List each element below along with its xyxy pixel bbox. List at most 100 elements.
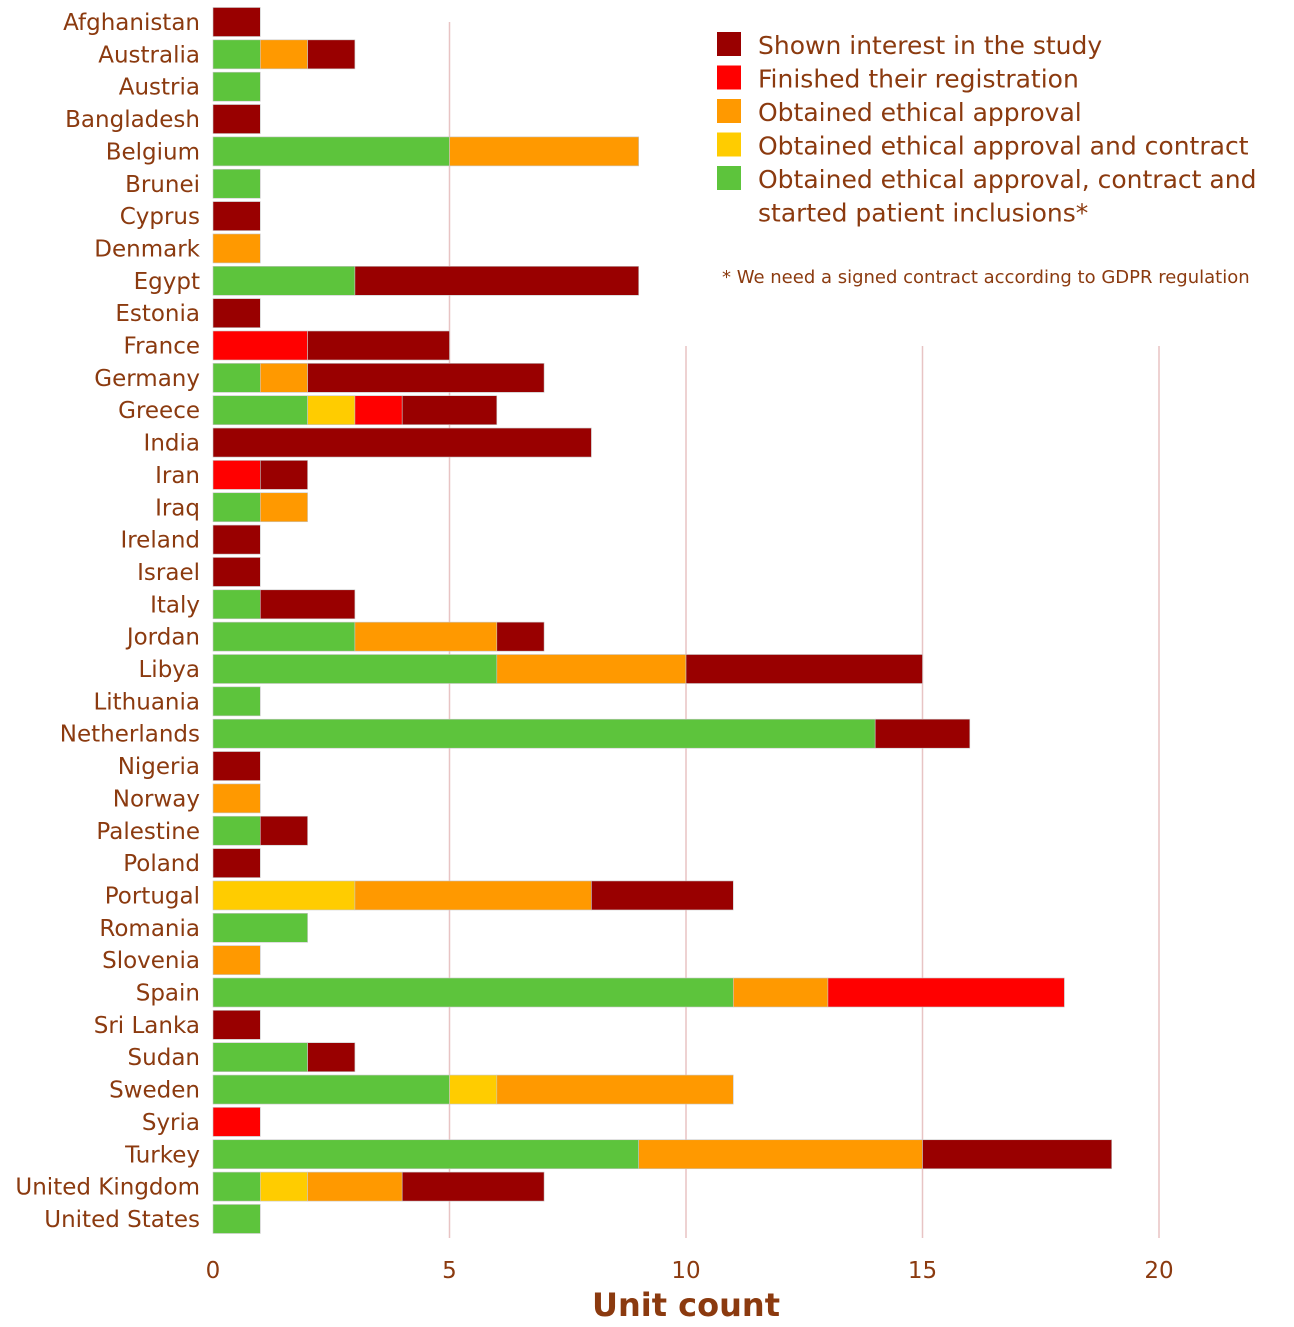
bars <box>212 7 1112 1234</box>
bar-spain-obtained-ethical-approval <box>732 977 829 1008</box>
bar-france-finished-their-registration <box>212 330 308 361</box>
x-tick-label-15: 15 <box>908 1258 937 1284</box>
country-label-slovenia: Slovenia <box>102 948 200 974</box>
country-label-spain: Spain <box>136 981 200 1007</box>
bar-ireland-shown-interest-in-the-study <box>212 524 261 555</box>
legend-label-4-line2: started patient inclusions* <box>758 199 1088 228</box>
x-tick-label-5: 5 <box>442 1258 457 1284</box>
bar-poland-shown-interest-in-the-study <box>212 848 261 878</box>
country-label-iraq: Iraq <box>155 495 200 521</box>
country-label-germany: Germany <box>94 366 200 392</box>
bar-iran-finished-their-registration <box>212 460 261 490</box>
legend-swatch-2 <box>717 99 741 123</box>
bar-australia-obtained-ethical-approval-cont <box>212 39 261 70</box>
bar-greece-shown-interest-in-the-study <box>401 395 498 426</box>
bar-libya-shown-interest-in-the-study <box>685 654 923 684</box>
country-label-italy: Italy <box>150 592 200 618</box>
country-label-sweden: Sweden <box>109 1078 200 1104</box>
legend-label-0: Shown interest in the study <box>758 31 1102 60</box>
country-label-jordan: Jordan <box>125 625 200 651</box>
country-label-united-states: United States <box>44 1207 200 1233</box>
bar-norway-obtained-ethical-approval <box>212 783 261 814</box>
x-axis-title: Unit count <box>592 1286 780 1324</box>
bar-australia-obtained-ethical-approval <box>259 39 308 70</box>
bar-portugal-shown-interest-in-the-study <box>591 880 734 911</box>
bar-denmark-obtained-ethical-approval <box>212 233 261 264</box>
bar-sri-lanka-shown-interest-in-the-study <box>212 1010 261 1040</box>
legend-swatch-1 <box>717 65 741 90</box>
legend: Shown interest in the study Finished thei… <box>717 31 1256 228</box>
bar-austria-obtained-ethical-approval-cont <box>212 71 261 102</box>
country-label-palestine: Palestine <box>96 819 200 845</box>
bar-israel-shown-interest-in-the-study <box>212 557 261 587</box>
country-label-turkey: Turkey <box>124 1142 200 1168</box>
bar-italy-obtained-ethical-approval-cont <box>212 589 261 620</box>
country-label-australia: Australia <box>98 42 200 68</box>
country-label-greece: Greece <box>118 398 200 424</box>
bar-united-kingdom-obtained-ethical-approval <box>307 1171 403 1202</box>
bar-jordan-obtained-ethical-approval-cont <box>212 621 356 652</box>
bar-united-states-obtained-ethical-approval-cont <box>212 1204 261 1234</box>
bar-united-kingdom-obtained-ethical-approval-cont <box>212 1171 261 1202</box>
bar-jordan-obtained-ethical-approval <box>354 621 498 652</box>
bar-palestine-shown-interest-in-the-study <box>259 815 308 846</box>
x-tick-label-20: 20 <box>1144 1258 1173 1284</box>
country-label-ireland: Ireland <box>120 528 200 554</box>
country-label-france: France <box>124 334 200 360</box>
bar-iran-shown-interest-in-the-study <box>259 460 308 490</box>
country-label-afghanistan: Afghanistan <box>63 10 200 36</box>
legend-label-3: Obtained ethical approval and contract <box>758 132 1249 161</box>
country-label-netherlands: Netherlands <box>60 722 200 748</box>
bar-portugal-obtained-ethical-approval <box>354 880 592 911</box>
bar-netherlands-shown-interest-in-the-study <box>874 718 971 749</box>
x-tick-label-0: 0 <box>206 1258 221 1284</box>
bar-romania-obtained-ethical-approval-cont <box>212 912 308 943</box>
country-label-nigeria: Nigeria <box>118 754 200 780</box>
bar-sudan-shown-interest-in-the-study <box>307 1042 356 1072</box>
bar-nigeria-shown-interest-in-the-study <box>212 751 261 781</box>
bar-spain-finished-their-registration <box>827 977 1065 1008</box>
bar-egypt-obtained-ethical-approval-cont <box>212 265 356 296</box>
country-label-brunei: Brunei <box>125 172 200 198</box>
legend-label-1: Finished their registration <box>758 65 1079 94</box>
country-label-sudan: Sudan <box>128 1045 200 1071</box>
bar-sudan-obtained-ethical-approval-cont <box>212 1042 308 1072</box>
bar-spain-obtained-ethical-approval-cont <box>212 977 734 1008</box>
bar-lithuania-obtained-ethical-approval-cont <box>212 686 261 717</box>
bar-cyprus-shown-interest-in-the-study <box>212 201 261 231</box>
country-label-libya: Libya <box>138 657 200 683</box>
bar-greece-obtained-ethical-approval-cont <box>212 395 308 426</box>
bar-jordan-shown-interest-in-the-study <box>496 621 545 652</box>
footnote: * We need a signed contract according to… <box>722 267 1250 288</box>
bar-sweden-obtained-ethical-approval-cont <box>212 1074 450 1105</box>
country-label-estonia: Estonia <box>115 301 200 327</box>
country-labels: Afghanistan Australia Austria Bangladesh Bel… <box>15 10 200 1233</box>
bar-sweden-obtained-ethical-approval <box>496 1074 734 1105</box>
bar-united-kingdom-shown-interest-in-the-study <box>401 1171 545 1202</box>
bar-greece-finished-their-registration <box>354 395 403 426</box>
bar-afghanistan-shown-interest-in-the-study <box>212 7 261 37</box>
bar-slovenia-obtained-ethical-approval <box>212 945 261 975</box>
bar-belgium-obtained-ethical-approval <box>449 136 639 167</box>
bar-libya-obtained-ethical-approval-cont <box>212 654 498 684</box>
country-label-bangladesh: Bangladesh <box>65 107 200 133</box>
country-label-denmark: Denmark <box>94 236 200 262</box>
bar-india-shown-interest-in-the-study <box>212 427 592 458</box>
country-label-cyprus: Cyprus <box>120 204 200 230</box>
bar-portugal-obtained-ethical-approval-and- <box>212 880 356 911</box>
bar-sweden-obtained-ethical-approval-and- <box>449 1074 498 1105</box>
country-label-israel: Israel <box>137 560 200 586</box>
bar-syria-finished-their-registration <box>212 1107 261 1137</box>
bar-united-kingdom-obtained-ethical-approval-and- <box>259 1171 308 1202</box>
bar-turkey-shown-interest-in-the-study <box>922 1139 1112 1170</box>
bar-brunei-obtained-ethical-approval-cont <box>212 168 261 199</box>
legend-swatch-4 <box>717 166 741 190</box>
country-label-lithuania: Lithuania <box>93 689 200 715</box>
bar-netherlands-obtained-ethical-approval-cont <box>212 718 876 749</box>
bar-estonia-shown-interest-in-the-study <box>212 298 261 328</box>
country-label-romania: Romania <box>99 916 200 942</box>
bar-germany-obtained-ethical-approval <box>259 363 308 393</box>
bar-libya-obtained-ethical-approval <box>496 654 687 684</box>
country-label-syria: Syria <box>142 1110 200 1136</box>
bar-greece-obtained-ethical-approval-and- <box>307 395 356 426</box>
